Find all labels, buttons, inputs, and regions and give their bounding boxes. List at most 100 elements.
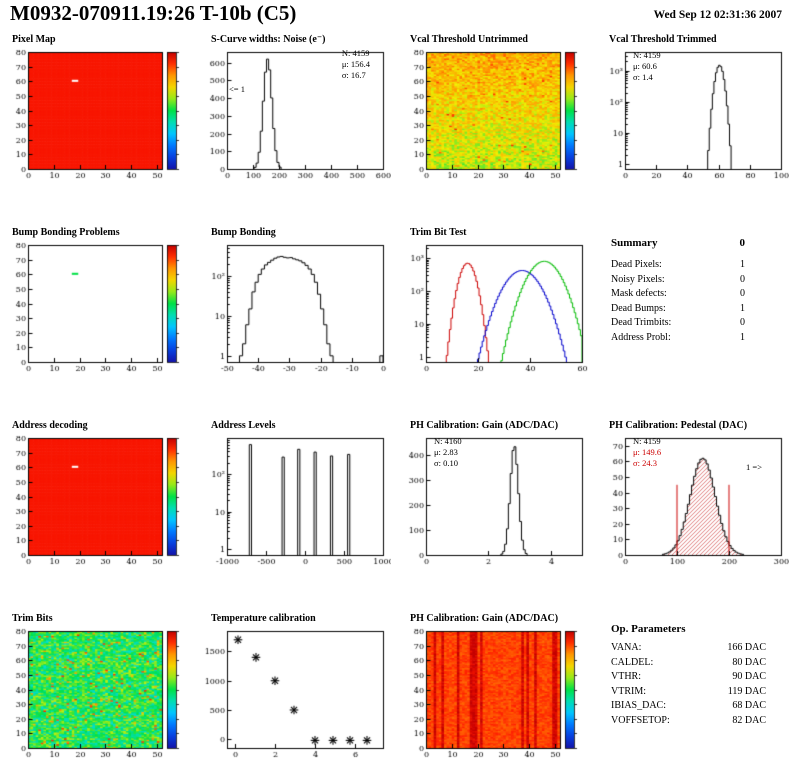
op-value: 119 DAC xyxy=(727,685,766,697)
summary-header: Summary 0 xyxy=(611,237,745,249)
summary-panel: Summary 0 Dead Pixels: 1 Noisy Pixels: 0… xyxy=(597,225,796,418)
summary-grade: 0 xyxy=(739,237,746,249)
summary-row: Mask defects: 0 xyxy=(611,287,745,302)
panel-title: PH Calibration: Pedestal (DAC) xyxy=(609,420,748,431)
summary-label: Dead Pixels: xyxy=(611,259,662,270)
panel-bump-bonding: Bump Bonding xyxy=(199,225,398,418)
summary-row: Noisy Pixels: 0 xyxy=(611,273,745,288)
pixel-map-plot xyxy=(2,46,192,184)
panel-title: PH Calibration: Gain (ADC/DAC) xyxy=(410,613,559,624)
address-decoding-plot xyxy=(2,432,192,570)
stat-mean: μ: 2.83 xyxy=(434,447,458,458)
stat-mean: μ: 149.6 xyxy=(633,447,662,458)
trim-bit-test-plot xyxy=(400,239,590,377)
report-header: M0932-070911.19:26 T-10b (C5) Wed Sep 12… xyxy=(0,0,796,32)
panel-title: Bump Bonding xyxy=(211,227,276,238)
stats-box: N: 4159 μ: 149.6 σ: 24.3 xyxy=(633,436,661,469)
summary-label: Address Probl: xyxy=(611,331,671,343)
summary-count: 0 xyxy=(740,317,745,328)
panel-title: Pixel Map xyxy=(12,34,56,45)
op-label: VANA: xyxy=(611,642,642,653)
op-parameters-panel: Op. Parameters VANA: 166 DAC CALDEL: 80 … xyxy=(597,611,796,772)
panel-title: Trim Bits xyxy=(12,613,53,624)
summary-label: Dead Bumps: xyxy=(611,302,666,314)
op-parameter-row: VTRIM: 119 DAC xyxy=(611,685,766,700)
summary-label: Dead Trimbits: xyxy=(611,317,672,328)
panel-title: Trim Bit Test xyxy=(410,227,467,238)
timestamp: Wed Sep 12 02:31:36 2007 xyxy=(653,9,782,21)
panel-trim-bit-test: Trim Bit Test xyxy=(398,225,597,418)
panel-title: Vcal Threshold Untrimmed xyxy=(410,34,528,45)
panel-title: Address decoding xyxy=(12,420,88,431)
panel-title: Vcal Threshold Trimmed xyxy=(609,34,717,45)
panel-grid: Pixel Map S-Curve widths: Noise (e⁻) N: … xyxy=(0,32,796,772)
panel-title: Bump Bonding Problems xyxy=(12,227,120,238)
ph-gain-hist-plot xyxy=(400,432,590,570)
op-value: 82 DAC xyxy=(732,714,766,726)
panel-ph-pedestal: PH Calibration: Pedestal (DAC) N: 4159 μ… xyxy=(597,418,796,611)
op-label: VOFFSETOP: xyxy=(611,714,670,726)
panel-vcal-untrimmed: Vcal Threshold Untrimmed xyxy=(398,32,597,225)
summary-row: Dead Trimbits: 0 xyxy=(611,316,745,331)
op-value: 166 DAC xyxy=(727,642,766,653)
stat-sigma: σ: 0.10 xyxy=(434,458,458,469)
module-title: M0932-070911.19:26 T-10b (C5) xyxy=(10,1,297,25)
summary-count: 1 xyxy=(740,302,745,314)
summary-row: Dead Pixels: 1 xyxy=(611,258,745,273)
stat-entries: N: 4159 xyxy=(341,48,370,58)
op-parameter-row: VANA: 166 DAC xyxy=(611,641,766,656)
stats-box: N: 4160 μ: 2.83 σ: 0.10 xyxy=(434,436,462,469)
panel-ph-gain-hist: PH Calibration: Gain (ADC/DAC) N: 4160 μ… xyxy=(398,418,597,611)
bump-bonding-plot xyxy=(201,239,391,377)
panel-pixel-map: Pixel Map xyxy=(0,32,199,225)
op-parameter-row: IBIAS_DAC: 68 DAC xyxy=(611,699,766,714)
scurve-noise-plot xyxy=(201,46,391,184)
stats-box: N: 4159 μ: 156.4 σ: 16.7 xyxy=(342,48,370,81)
summary-count: 0 xyxy=(740,273,745,285)
op-parameter-row: VOFFSETOP: 82 DAC xyxy=(611,714,766,729)
op-label: IBIAS_DAC: xyxy=(611,700,667,711)
op-value: 68 DAC xyxy=(732,700,766,711)
address-levels-plot xyxy=(201,432,391,570)
stat-entries: N: 4159 xyxy=(633,436,661,446)
panel-title: PH Calibration: Gain (ADC/DAC) xyxy=(410,420,559,431)
stat-sigma: σ: 1.4 xyxy=(633,72,653,83)
panel-ph-gain-map: PH Calibration: Gain (ADC/DAC) xyxy=(398,611,597,772)
stat-sigma: σ: 16.7 xyxy=(341,70,366,81)
summary-label: Noisy Pixels: xyxy=(611,273,665,285)
stat-mean: μ: 156.4 xyxy=(341,59,370,70)
op-value: 90 DAC xyxy=(732,671,766,682)
bump-bonding-problems-plot xyxy=(2,239,192,377)
op-label: CALDEL: xyxy=(611,656,654,668)
summary-count: 1 xyxy=(740,259,745,270)
panel-title: Address Levels xyxy=(211,420,276,431)
op-parameter-row: VTHR: 90 DAC xyxy=(611,670,766,685)
op-label: VTRIM: xyxy=(611,685,646,697)
stat-entries: N: 4160 xyxy=(434,436,462,446)
panel-title: Temperature calibration xyxy=(211,613,316,624)
summary-count: 0 xyxy=(740,288,745,299)
panel-vcal-trimmed: Vcal Threshold Trimmed N: 4159 μ: 60.6 σ… xyxy=(597,32,796,225)
underflow-label: <= 1 xyxy=(229,84,245,94)
stat-mean: μ: 60.6 xyxy=(633,61,657,72)
overflow-label: 1 => xyxy=(746,462,762,472)
panel-temperature-calibration: Temperature calibration xyxy=(199,611,398,772)
stat-entries: N: 4159 xyxy=(633,50,661,60)
summary-count: 1 xyxy=(740,331,745,343)
temperature-calibration-plot xyxy=(201,625,391,763)
ph-pedestal-plot xyxy=(599,432,789,570)
vcal-trimmed-plot xyxy=(599,46,789,184)
op-value: 80 DAC xyxy=(732,656,766,668)
panel-address-levels: Address Levels xyxy=(199,418,398,611)
trim-bits-plot xyxy=(2,625,192,763)
op-label: VTHR: xyxy=(611,671,641,682)
summary-row: Address Probl: 1 xyxy=(611,331,745,346)
vcal-untrimmed-plot xyxy=(400,46,590,184)
op-parameters-header: Op. Parameters xyxy=(611,623,766,635)
stats-box: N: 4159 μ: 60.6 σ: 1.4 xyxy=(633,50,661,83)
stat-sigma: σ: 24.3 xyxy=(633,458,657,469)
summary-label: Mask defects: xyxy=(611,288,667,299)
panel-trim-bits: Trim Bits xyxy=(0,611,199,772)
summary-title: Summary xyxy=(611,237,658,249)
panel-address-decoding: Address decoding xyxy=(0,418,199,611)
